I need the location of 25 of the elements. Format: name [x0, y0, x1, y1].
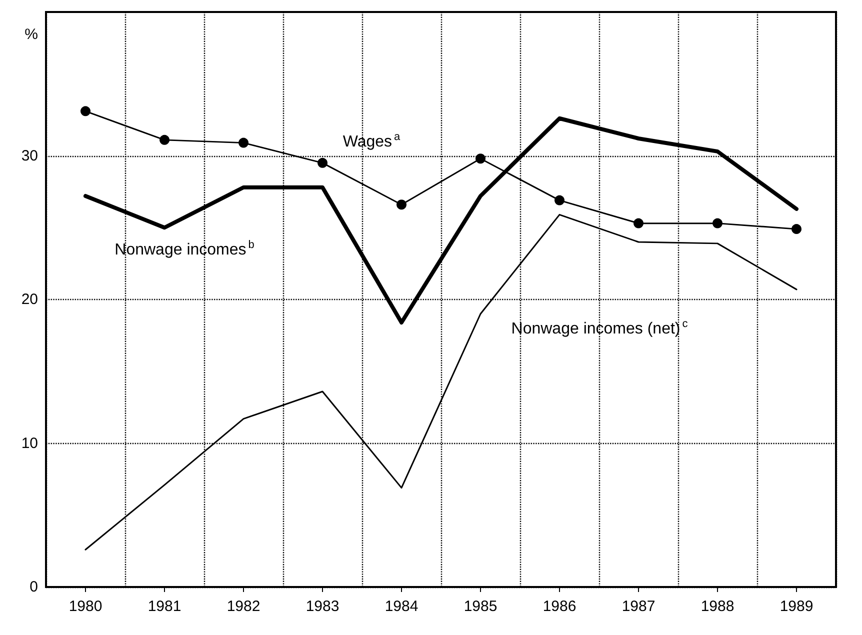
y-tick-label: 10	[21, 434, 38, 452]
x-tick-label: 1986	[542, 598, 576, 615]
x-tick-label: 1982	[226, 598, 260, 615]
y-tick-label: 0	[30, 578, 38, 596]
x-tick-label: 1988	[700, 598, 734, 615]
point	[238, 138, 248, 148]
point	[80, 106, 90, 116]
point	[160, 134, 170, 145]
point	[712, 218, 722, 228]
x-tick-label: 1989	[780, 598, 814, 615]
x-tick-label: 1985	[464, 598, 498, 615]
x-tick-label: 1984	[384, 598, 418, 615]
y-axis-title: %	[24, 26, 38, 43]
point	[476, 154, 486, 164]
point	[554, 195, 564, 206]
point	[318, 158, 328, 168]
x-tick-label: 1980	[68, 598, 102, 615]
x-tick-label: 1981	[148, 598, 182, 615]
point	[396, 200, 406, 210]
x-tick-label: 1983	[306, 598, 340, 615]
point	[792, 224, 802, 234]
y-tick-label: 30	[21, 147, 38, 164]
y-tick-label: 20	[21, 291, 38, 308]
x-tick-label: 1987	[622, 598, 656, 615]
point	[634, 218, 644, 228]
